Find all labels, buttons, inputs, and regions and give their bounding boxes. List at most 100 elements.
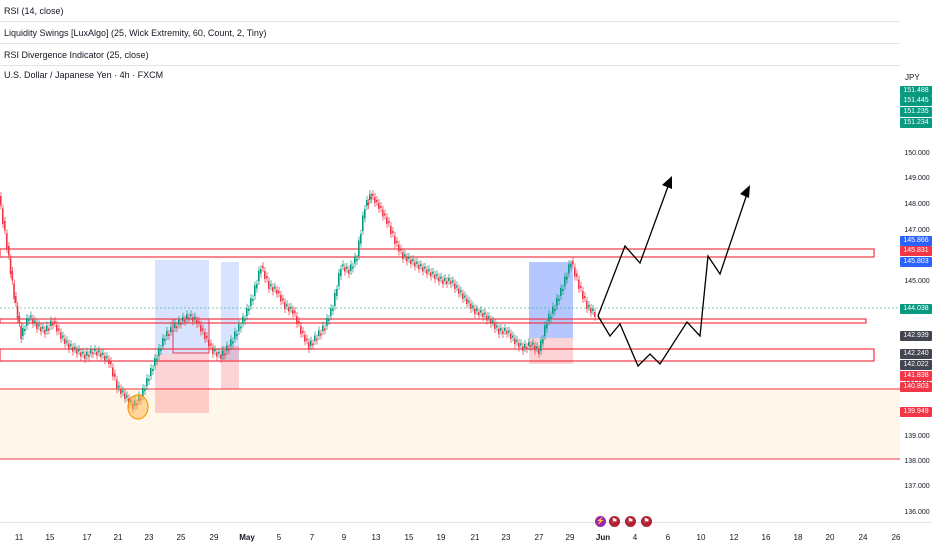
candle-body xyxy=(0,196,2,206)
candle-body xyxy=(512,335,514,338)
candle-body xyxy=(500,328,502,331)
candle-body xyxy=(186,314,188,319)
candle-body xyxy=(506,331,508,334)
candle-body xyxy=(470,303,472,309)
us-flag-icon[interactable]: ⚑ xyxy=(641,516,652,527)
candle-body xyxy=(328,319,330,321)
candle-body xyxy=(404,254,406,257)
projection-path-bullish xyxy=(597,180,671,317)
indicator-rsi-divergence[interactable]: RSI Divergence Indicator (25, close) xyxy=(0,44,900,66)
candle-body xyxy=(206,336,208,338)
candle-body xyxy=(538,349,540,354)
price-axis-label: 150.000 xyxy=(904,150,930,157)
candle-body xyxy=(472,305,474,308)
time-axis-label: 25 xyxy=(176,533,186,542)
candle-body xyxy=(490,319,492,324)
candle-body xyxy=(88,354,90,357)
candle-body xyxy=(514,338,516,344)
candle-body xyxy=(568,264,570,274)
candle-body xyxy=(76,349,78,354)
price-tag: 151.445 xyxy=(900,96,932,106)
candle-body xyxy=(22,328,24,336)
candle-body xyxy=(262,266,264,268)
candle-body xyxy=(28,319,30,321)
price-chart[interactable] xyxy=(0,66,900,522)
candle-body xyxy=(44,329,46,334)
time-axis-label: 15 xyxy=(404,533,414,542)
candle-body xyxy=(562,289,564,291)
price-axis[interactable] xyxy=(900,66,932,522)
us-flag-icon[interactable]: ⚑ xyxy=(609,516,620,527)
candle-body xyxy=(274,286,276,289)
candle-body xyxy=(48,328,50,331)
candle-body xyxy=(234,331,236,339)
candle-body xyxy=(492,320,494,323)
candle-body xyxy=(148,379,150,381)
candle-body xyxy=(510,333,512,339)
candle-body xyxy=(558,299,560,301)
time-axis-label: 9 xyxy=(341,533,347,542)
candle-body xyxy=(306,338,308,341)
candle-body xyxy=(546,324,548,329)
candle-body xyxy=(342,264,344,267)
time-axis-label: 7 xyxy=(309,533,315,542)
time-axis[interactable]: 11 15 17 21 23 25 29 May 5 7 9 13 15 19 21 23 27 29 Jun 4 6 1… xyxy=(0,522,932,551)
candle-body xyxy=(268,281,270,289)
candle-body xyxy=(330,308,332,316)
candle-body xyxy=(448,278,450,281)
candle-body xyxy=(318,330,320,336)
candle-body xyxy=(15,296,17,303)
candle-body xyxy=(312,343,314,346)
candle-body xyxy=(246,308,248,316)
candle-body xyxy=(120,388,122,394)
candle-body xyxy=(170,327,172,332)
mid-zone xyxy=(0,318,867,324)
candle-body xyxy=(520,343,522,346)
candle-body xyxy=(108,359,110,364)
candle-body xyxy=(369,194,371,200)
candle-body xyxy=(296,316,298,324)
indicator-rsi[interactable]: RSI (14, close) xyxy=(0,0,900,22)
candle-body xyxy=(310,340,312,346)
candle-body xyxy=(158,348,160,356)
candle-body xyxy=(80,352,82,357)
candle-body xyxy=(434,274,436,279)
candle-body xyxy=(218,351,220,354)
candle-body xyxy=(16,306,19,319)
candle-body xyxy=(68,343,70,349)
time-axis-label: 29 xyxy=(209,533,219,542)
currency-label: JPY xyxy=(905,73,920,82)
candle-body xyxy=(124,393,126,399)
time-axis-label: 20 xyxy=(825,533,835,542)
candle-body xyxy=(36,323,38,329)
us-flag-icon[interactable]: ⚑ xyxy=(625,516,636,527)
candle-body xyxy=(382,209,384,217)
candle-body xyxy=(422,267,424,272)
candle-body xyxy=(564,276,566,286)
candle-body xyxy=(426,269,428,274)
candle-body xyxy=(9,258,12,274)
lightning-icon[interactable]: ⚡ xyxy=(595,516,606,527)
price-tag: 139.949 xyxy=(900,407,932,417)
candle-body xyxy=(416,261,418,264)
price-tag: 142.022 xyxy=(900,360,932,370)
candle-body xyxy=(518,342,520,348)
demand-zone xyxy=(0,388,900,458)
candle-body xyxy=(320,333,322,336)
candle-body xyxy=(502,331,504,334)
candle-body xyxy=(354,256,356,264)
candle-body xyxy=(112,367,114,377)
time-axis-label: 16 xyxy=(761,533,771,542)
candle-body xyxy=(464,295,466,298)
candle-body xyxy=(4,221,6,231)
candle-body xyxy=(314,335,316,341)
candle-body xyxy=(336,289,338,296)
candle-body xyxy=(184,319,186,322)
time-axis-label: Jun xyxy=(595,533,611,542)
candle-body xyxy=(266,276,268,278)
candle-body xyxy=(582,291,584,299)
candle-body xyxy=(400,248,402,251)
price-axis-label: 147.000 xyxy=(904,227,930,234)
candle-body xyxy=(150,368,152,376)
indicator-liquidity-swings[interactable]: Liquidity Swings [LuxAlgo] (25, Wick Ext… xyxy=(0,22,900,44)
